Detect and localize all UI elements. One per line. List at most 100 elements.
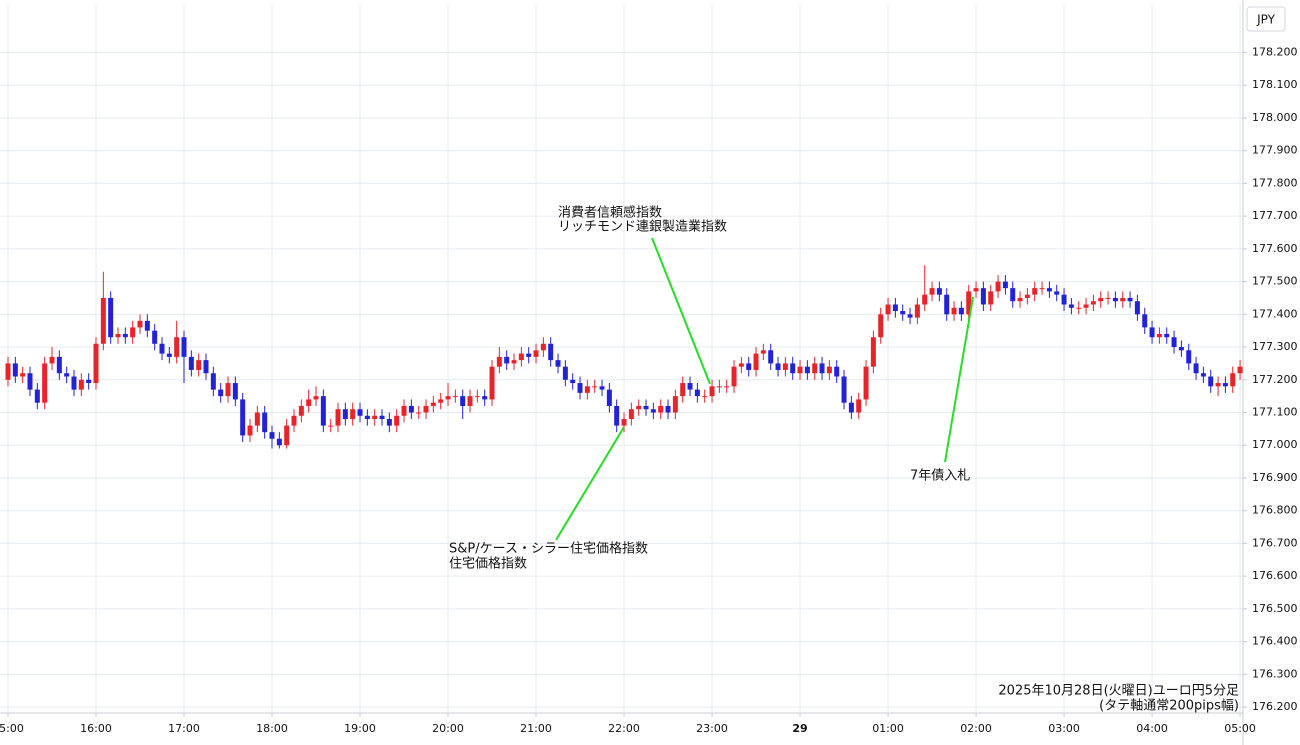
candle-body	[394, 415, 400, 426]
candle-body	[753, 353, 759, 370]
y-tick-label: 177.200	[1252, 373, 1298, 386]
candle-body	[1098, 297, 1104, 302]
x-tick-label: 16:00	[80, 722, 112, 735]
candle-body	[694, 389, 700, 397]
candle-body	[5, 363, 11, 380]
candle-body	[1215, 383, 1221, 387]
candle-body	[181, 337, 187, 357]
y-tick-label: 177.000	[1252, 438, 1298, 451]
candle-body	[812, 363, 818, 374]
candle-body	[856, 399, 862, 413]
candle-body	[188, 356, 194, 370]
candle-body	[731, 366, 737, 387]
candle-body	[716, 386, 722, 388]
candle-body	[672, 396, 678, 413]
y-tick-label: 177.100	[1252, 406, 1298, 419]
candle-body	[445, 396, 451, 400]
candle-body	[702, 396, 708, 398]
candle-body	[225, 383, 231, 397]
candle-body	[738, 363, 744, 367]
candle-body	[423, 405, 429, 413]
x-tick-label: 22:00	[608, 722, 640, 735]
candle-body	[606, 389, 612, 406]
candle-body	[1120, 297, 1126, 302]
currency-box	[1246, 6, 1286, 32]
candle-body	[1142, 314, 1148, 328]
grid	[0, 5, 1243, 712]
candle-body	[665, 405, 671, 413]
candle-body	[892, 304, 898, 312]
candle-body	[944, 294, 950, 315]
candle-body	[790, 363, 796, 374]
candle-body	[196, 360, 202, 370]
candle-body	[988, 291, 994, 305]
candle-body	[650, 409, 656, 413]
candle-body	[760, 350, 766, 354]
candle-body	[1186, 350, 1192, 364]
candle-body	[401, 405, 407, 416]
x-tick-label: 03:00	[1048, 722, 1080, 735]
x-tick-label: 01:00	[872, 722, 904, 735]
candle-body	[804, 366, 810, 374]
x-tick-label: 23:00	[696, 722, 728, 735]
candle-body	[372, 415, 378, 420]
annotation-arrow	[944, 296, 974, 463]
candle-body	[467, 396, 473, 406]
candle-body	[548, 343, 554, 361]
y-tick-label: 177.500	[1252, 275, 1298, 288]
candle-body	[907, 314, 913, 318]
x-tick-label: 29	[792, 722, 807, 735]
candle-body	[570, 379, 576, 384]
candle-body	[885, 304, 891, 315]
y-tick-label: 177.600	[1252, 242, 1298, 255]
candle-body	[724, 386, 730, 388]
candle-body	[1002, 281, 1008, 289]
candle-body	[430, 402, 436, 406]
candle-body	[306, 399, 312, 406]
candle-body	[958, 307, 964, 315]
candle-body	[1127, 297, 1133, 302]
x-tick-label: 20:00	[432, 722, 464, 735]
candle-body	[1083, 304, 1089, 308]
candle-body	[364, 415, 370, 420]
candle-body	[108, 297, 114, 338]
candle-body	[64, 373, 70, 377]
y-tick-label: 176.400	[1252, 635, 1298, 648]
y-tick-label: 177.700	[1252, 209, 1298, 222]
candle-body	[768, 350, 774, 364]
candle-body	[1046, 288, 1052, 292]
candle-body	[496, 356, 502, 367]
candle-body	[122, 333, 128, 338]
annotation-arrow	[555, 426, 625, 541]
candle-body	[687, 383, 693, 390]
candle-body	[1105, 297, 1111, 299]
y-tick-label: 178.100	[1252, 78, 1298, 91]
candle-body	[1171, 337, 1177, 348]
candle-body	[144, 320, 150, 331]
candles	[5, 265, 1243, 449]
candle-body	[900, 311, 906, 315]
candle-body	[848, 402, 854, 413]
candle-body	[1112, 297, 1118, 302]
candle-body	[284, 425, 290, 446]
x-tick-label: 18:00	[256, 722, 288, 735]
candle-body	[980, 288, 986, 305]
candle-body	[269, 432, 275, 439]
candle-body	[313, 396, 319, 400]
candle-body	[71, 376, 77, 390]
candle-body	[240, 399, 246, 436]
candle-body	[841, 376, 847, 403]
candle-body	[218, 389, 224, 397]
candle-body	[922, 294, 928, 305]
candle-body	[137, 320, 143, 328]
candle-body	[386, 419, 392, 426]
candle-body	[254, 412, 260, 426]
x-tick-label: 17:00	[168, 722, 200, 735]
candle-body	[1090, 301, 1096, 305]
annotation-arrow	[651, 237, 711, 385]
candle-body	[335, 409, 341, 426]
y-tick-label: 176.800	[1252, 504, 1298, 517]
candle-body	[1061, 294, 1067, 305]
candle-body	[49, 356, 55, 364]
